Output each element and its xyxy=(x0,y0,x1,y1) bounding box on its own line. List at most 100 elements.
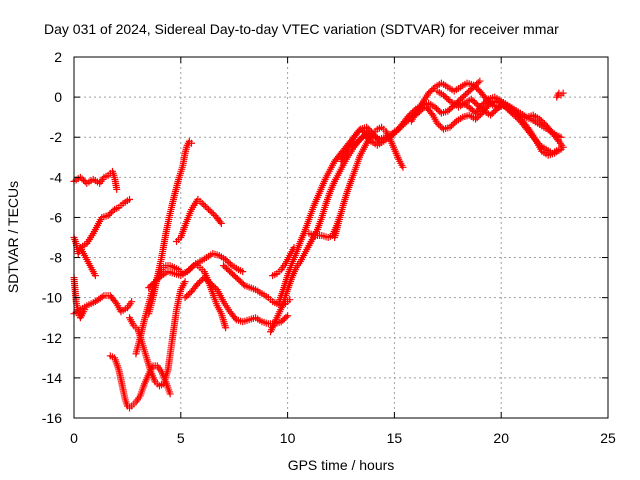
data-point xyxy=(362,133,370,141)
plot-frame xyxy=(73,56,609,419)
data-point xyxy=(357,134,365,142)
data-point xyxy=(216,218,224,226)
y-tick-label: -16 xyxy=(42,410,62,426)
data-point xyxy=(436,108,444,116)
data-point xyxy=(279,316,287,324)
data-point xyxy=(483,103,491,111)
y-tick-label: -12 xyxy=(42,330,62,346)
data-point xyxy=(467,105,475,113)
data-point xyxy=(349,142,357,150)
data-point xyxy=(128,298,136,306)
data-point xyxy=(477,104,485,112)
data-point xyxy=(490,108,498,116)
data-point xyxy=(443,94,451,102)
data-point xyxy=(429,85,437,93)
data-point xyxy=(91,272,99,280)
data-point xyxy=(113,185,121,193)
data-point xyxy=(389,130,397,138)
data-point xyxy=(536,115,544,123)
data-point xyxy=(476,77,484,85)
data-point xyxy=(183,268,191,276)
data-point xyxy=(559,89,567,97)
data-point xyxy=(351,140,359,148)
data-point xyxy=(449,120,457,128)
data-point xyxy=(479,106,487,114)
data-point xyxy=(557,145,565,153)
data-point xyxy=(145,284,153,292)
data-point xyxy=(471,98,478,106)
data-point xyxy=(491,107,499,115)
data-point xyxy=(434,106,442,114)
data-point xyxy=(436,122,444,130)
data-point xyxy=(148,281,156,289)
data-point xyxy=(467,95,475,103)
data-point xyxy=(181,294,189,302)
x-tick-label: 20 xyxy=(493,430,509,446)
data-point xyxy=(471,83,479,91)
data-point xyxy=(475,112,483,120)
data-point xyxy=(186,265,194,273)
data-point xyxy=(433,105,441,113)
x-tick-label: 5 xyxy=(177,430,185,446)
data-point xyxy=(473,114,481,122)
data-point xyxy=(438,124,446,132)
data-point xyxy=(472,100,480,108)
data-point xyxy=(507,105,515,113)
data-point xyxy=(239,268,247,276)
data-point xyxy=(506,103,514,111)
data-point xyxy=(204,277,211,285)
data-point xyxy=(496,102,504,110)
data-point xyxy=(364,134,372,142)
data-point xyxy=(198,199,206,207)
data-point xyxy=(104,211,112,219)
data-point xyxy=(126,195,134,203)
data-point xyxy=(80,176,88,184)
data-point xyxy=(226,260,234,268)
x-axis-label: GPS time / hours xyxy=(288,457,395,473)
data-point xyxy=(474,79,482,87)
data-point xyxy=(445,106,453,114)
data-point xyxy=(222,324,230,332)
data-point xyxy=(225,259,233,267)
y-tick-label: -6 xyxy=(50,209,63,225)
data-point xyxy=(107,208,115,216)
data-point xyxy=(106,210,114,218)
data-point xyxy=(428,110,436,118)
data-point xyxy=(474,101,482,109)
data-point xyxy=(348,143,356,151)
data-point xyxy=(98,293,106,301)
y-axis-label: SDTVAR / TECUs xyxy=(5,181,21,293)
data-point xyxy=(185,266,193,274)
data-point xyxy=(537,117,545,125)
y-tick-label: -10 xyxy=(42,290,62,306)
data-point xyxy=(465,88,473,96)
data-point xyxy=(109,207,117,215)
grid-lines xyxy=(74,57,608,418)
data-point xyxy=(356,136,364,144)
data-point xyxy=(187,139,195,147)
data-point xyxy=(465,103,473,111)
x-tick-label: 10 xyxy=(280,430,296,446)
data-point xyxy=(509,106,517,114)
data-point xyxy=(473,84,481,92)
data-point xyxy=(195,278,203,286)
data-point xyxy=(460,92,468,100)
data-point xyxy=(493,105,501,113)
data-point xyxy=(446,123,454,131)
data-point xyxy=(208,281,216,289)
data-point xyxy=(444,96,452,104)
data-point xyxy=(426,88,434,96)
data-point xyxy=(366,126,374,134)
data-point xyxy=(363,123,371,131)
data-point xyxy=(188,263,196,271)
data-point xyxy=(239,280,247,288)
data-point xyxy=(444,107,452,115)
data-point xyxy=(428,86,436,94)
data-point xyxy=(212,284,220,292)
data-point xyxy=(111,298,119,306)
data-point xyxy=(554,136,562,144)
data-point xyxy=(447,104,455,112)
data-point xyxy=(354,137,362,145)
